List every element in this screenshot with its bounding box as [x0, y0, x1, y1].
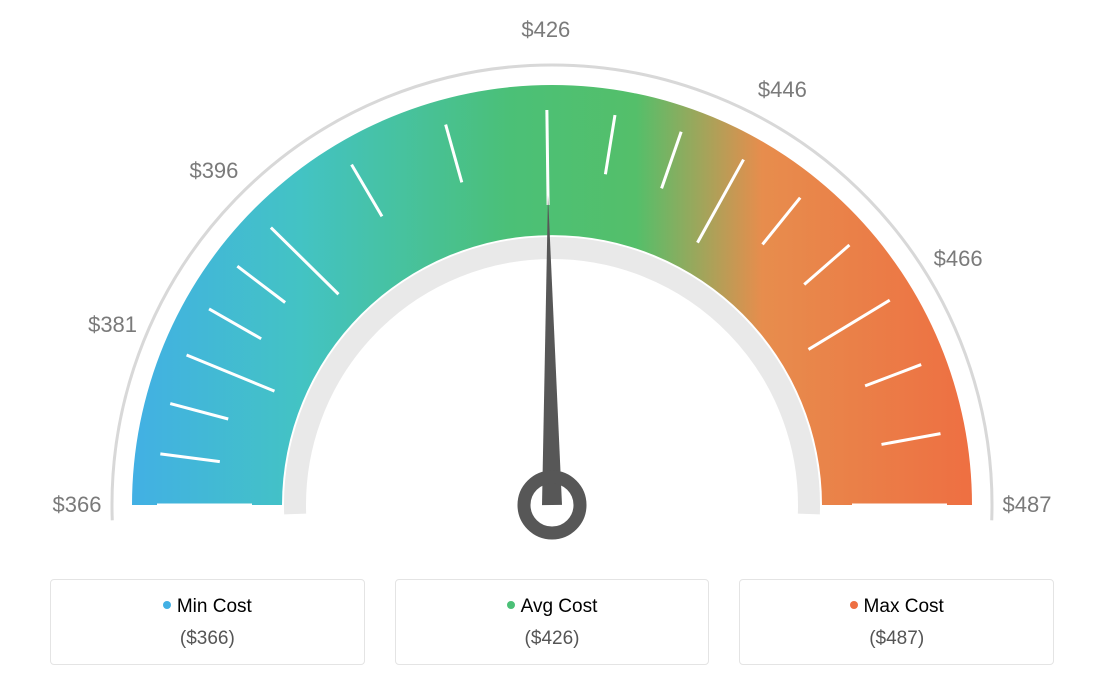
legend-max-label: Max Cost — [864, 596, 944, 617]
legend-min-value: ($366) — [61, 628, 354, 650]
cost-gauge-chart: $366 $381 $396 $426 $446 $466 $487 Min Cost ($… — [0, 0, 1104, 690]
gauge-tick-label: $466 — [934, 246, 983, 272]
dot-icon — [163, 601, 171, 609]
legend-max-value: ($487) — [750, 628, 1043, 650]
legend-max-title: Max Cost — [750, 596, 1043, 618]
legend-min-title: Min Cost — [61, 596, 354, 618]
dot-icon — [507, 601, 515, 609]
legend-max: Max Cost ($487) — [739, 579, 1054, 665]
legend-row: Min Cost ($366) Avg Cost ($426) Max Cost… — [50, 579, 1054, 665]
dot-icon — [850, 601, 858, 609]
legend-min: Min Cost ($366) — [50, 579, 365, 665]
gauge-tick-label: $396 — [189, 158, 238, 184]
gauge-tick-label: $487 — [1003, 492, 1052, 518]
gauge-tick-label: $426 — [521, 17, 570, 43]
legend-avg-title: Avg Cost — [406, 596, 699, 618]
gauge-svg — [0, 0, 1104, 560]
gauge-tick-label: $366 — [53, 492, 102, 518]
gauge-area: $366 $381 $396 $426 $446 $466 $487 — [0, 0, 1104, 560]
legend-avg-value: ($426) — [406, 628, 699, 650]
gauge-tick-label: $381 — [88, 312, 137, 338]
legend-avg-label: Avg Cost — [521, 596, 598, 617]
gauge-tick-label: $446 — [758, 77, 807, 103]
legend-min-label: Min Cost — [177, 596, 252, 617]
legend-avg: Avg Cost ($426) — [395, 579, 710, 665]
